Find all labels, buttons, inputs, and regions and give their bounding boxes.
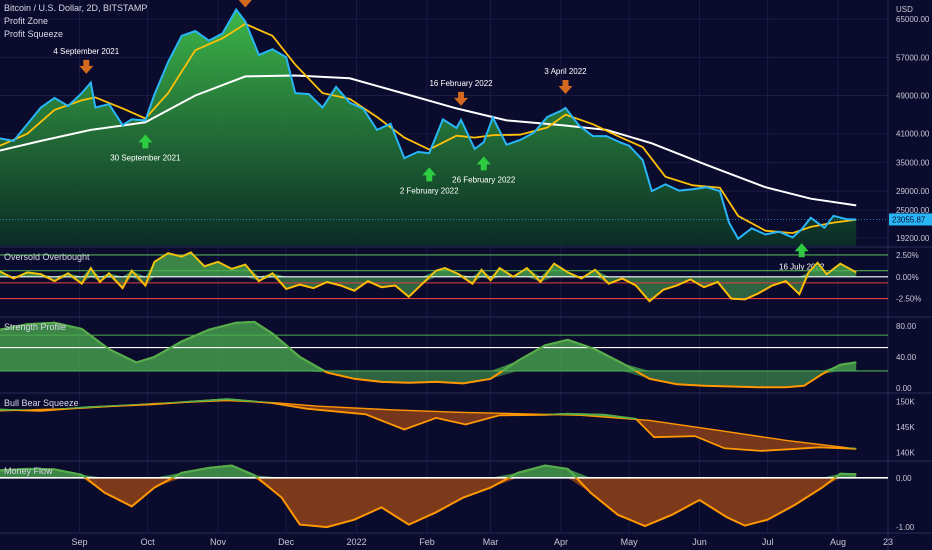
annotation-arrow-4 <box>454 91 469 106</box>
price-tick-label-5: 29000.00 <box>896 187 930 196</box>
squeeze-tick-label-0: 150K <box>896 398 915 407</box>
slow-ma-line <box>0 74 857 207</box>
price-tick-label-4: 35000.00 <box>896 158 930 167</box>
time-tick-label-11: Aug <box>830 537 846 547</box>
time-tick-label-5: Feb <box>419 537 435 547</box>
strength-panel-label: Strength Profile <box>4 322 66 332</box>
time-tick-label-2: Nov <box>210 537 227 547</box>
price-unit-label: USD <box>896 5 913 14</box>
annotation-arrow-0 <box>79 59 94 74</box>
squeeze-panel-label: Bull Bear Squeeze <box>4 398 79 408</box>
strength-tick-label-2: 0.00 <box>896 384 912 393</box>
annotation-label-0: 4 September 2021 <box>53 47 119 56</box>
money_flow-bear-fill <box>0 477 857 528</box>
profit-zone-fill <box>0 9 857 246</box>
study-label-profit-zone: Profit Zone <box>4 16 49 26</box>
oscillator-line <box>0 251 857 303</box>
fast-ma-line <box>0 22 857 235</box>
price-tick-label-2: 49000.00 <box>896 92 930 101</box>
time-tick-label-6: Mar <box>483 537 499 547</box>
annotation-arrow-7 <box>794 243 809 258</box>
time-tick-label-9: Jun <box>692 537 707 547</box>
squeeze-tick-label-1: 145K <box>896 423 915 432</box>
annotation-arrow-2 <box>238 0 252 8</box>
annotation-arrow-5 <box>476 156 491 171</box>
annotation-arrow-6 <box>558 79 573 94</box>
time-tick-label-7: Apr <box>554 537 568 547</box>
price-line <box>0 7 857 241</box>
time-tick-label-12: 23 <box>883 537 893 547</box>
price-tick-label-1: 57000.00 <box>896 53 930 62</box>
money_flow-line-bear <box>0 464 857 529</box>
oscillator-tick-label-2: -2.50% <box>896 295 921 304</box>
annotation-arrow-1 <box>138 134 153 149</box>
strength-tick-label-0: 80.00 <box>896 322 917 331</box>
time-tick-label-3: Dec <box>278 537 295 547</box>
squeeze-tick-label-2: 140K <box>896 448 915 457</box>
money_flow-panel-label: Money Flow <box>4 466 53 476</box>
annotation-label-7: 16 July 2022 <box>779 262 825 271</box>
money_flow-tick-label-1: -1.00 <box>896 523 915 532</box>
strength-tick-label-1: 40.00 <box>896 353 917 362</box>
money_flow-tick-label-0: 0.00 <box>896 474 912 483</box>
money_flow-bull-fill <box>0 465 857 478</box>
time-tick-label-0: Sep <box>71 537 87 547</box>
price-tick-label-6: 25000.00 <box>896 206 930 215</box>
symbol-title: Bitcoin / U.S. Dollar, 2D, BITSTAMP <box>4 3 148 13</box>
strength-bull-fill <box>0 321 857 371</box>
study-label-profit-squeeze: Profit Squeeze <box>4 29 64 39</box>
strength-line-bull <box>0 320 857 371</box>
annotation-label-1: 30 September 2021 <box>110 153 181 162</box>
annotation-label-4: 16 February 2022 <box>429 79 493 88</box>
current-price-label: 23055.87 <box>892 215 926 224</box>
time-tick-label-8: May <box>621 537 639 547</box>
price-tick-label-3: 41000.00 <box>896 130 930 139</box>
oscillator-panel-label: Oversold Overbought <box>4 252 90 262</box>
oscillator-tick-label-1: 0.00% <box>896 273 919 282</box>
price-tick-label-7: 19200.00 <box>896 234 930 243</box>
price-tick-label-0: 65000.00 <box>896 15 930 24</box>
time-tick-label-4: 2022 <box>347 537 367 547</box>
oscillator-tick-label-0: 2.50% <box>896 251 919 260</box>
axes: Sep Oct Nov Dec 2022 Feb Mar Apr May Jun Jul Aug 23 6… <box>4 5 932 547</box>
annotation-label-5: 26 February 2022 <box>452 175 516 184</box>
annotation-label-3: 2 February 2022 <box>400 186 459 195</box>
annotation-arrow-3 <box>422 167 437 182</box>
current-price-box <box>889 213 932 226</box>
time-tick-label-1: Oct <box>141 537 156 547</box>
annotation-label-6: 3 April 2022 <box>544 67 587 76</box>
time-tick-label-10: Jul <box>762 537 774 547</box>
